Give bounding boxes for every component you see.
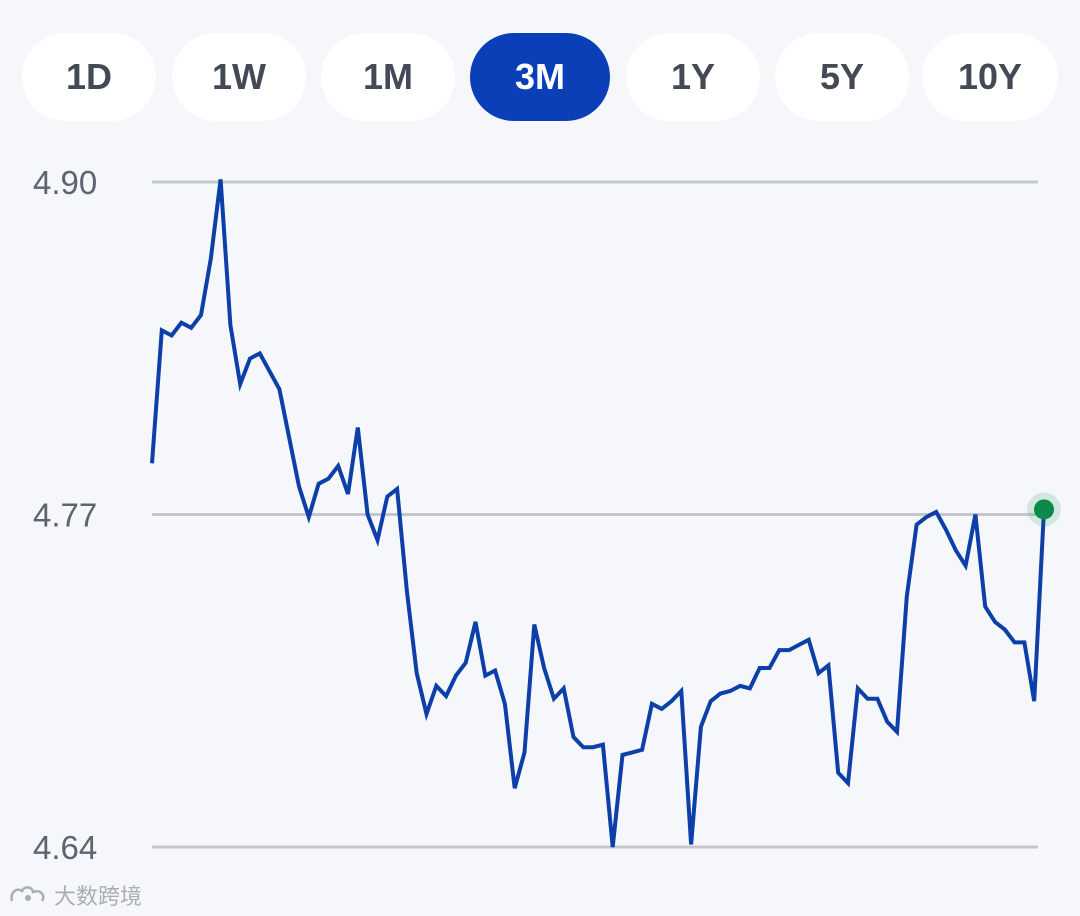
y-tick-label: 4.90 bbox=[33, 164, 97, 201]
watermark-text: 大数跨境 bbox=[54, 885, 143, 910]
watermark: 大数跨境 bbox=[8, 880, 142, 910]
tab-1m[interactable]: 1M bbox=[321, 33, 455, 121]
current-point-dot bbox=[1034, 499, 1054, 520]
series-line bbox=[150, 179, 1046, 848]
tab-5y[interactable]: 5Y bbox=[775, 33, 909, 121]
tab-1y[interactable]: 1Y bbox=[626, 33, 760, 121]
y-tick-label: 4.77 bbox=[33, 497, 97, 534]
y-tick-label: 4.64 bbox=[33, 829, 97, 866]
time-range-selector: 1D 1W 1M 3M 1Y 5Y 10Y bbox=[22, 33, 1058, 121]
tab-3m[interactable]: 3M bbox=[470, 33, 610, 121]
tab-10y[interactable]: 10Y bbox=[922, 33, 1058, 121]
tab-1w[interactable]: 1W bbox=[172, 33, 306, 121]
tab-1d[interactable]: 1D bbox=[22, 33, 156, 121]
watermark-logo-icon bbox=[10, 886, 45, 902]
